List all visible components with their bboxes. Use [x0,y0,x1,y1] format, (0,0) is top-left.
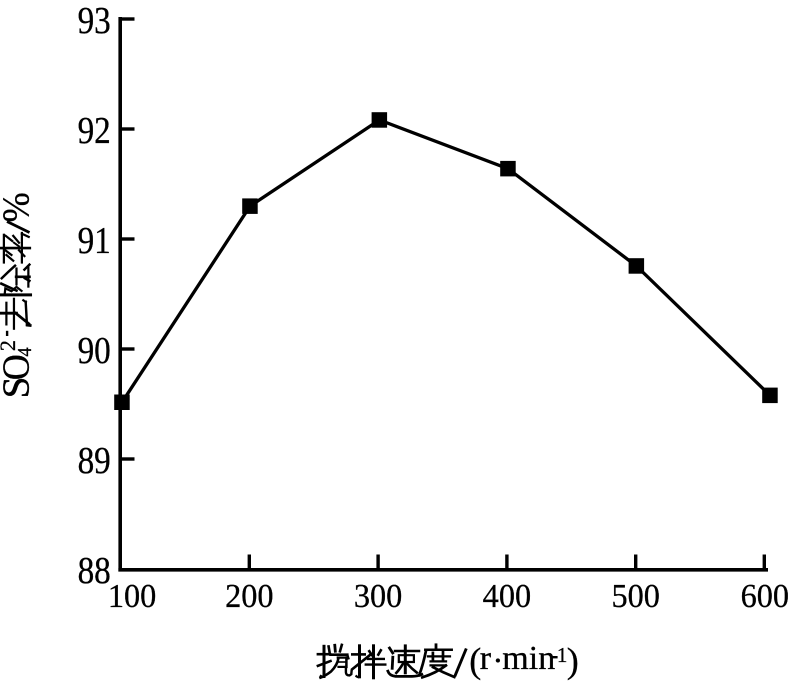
svg-text:O: O [0,354,38,380]
svg-text:min: min [502,640,555,677]
svg-text:90: 90 [78,329,111,372]
svg-text:92: 92 [78,109,111,152]
svg-text:): ) [567,641,579,681]
svg-text:%: % [0,192,38,222]
svg-text:·: · [492,643,503,680]
svg-text:500: 500 [611,577,659,615]
svg-text:200: 200 [225,577,273,615]
svg-text:600: 600 [741,577,789,615]
svg-text:88: 88 [78,549,111,592]
svg-text:89: 89 [78,439,111,482]
svg-text:2: 2 [0,340,20,351]
svg-text:300: 300 [354,577,402,615]
svg-text:100: 100 [108,577,156,615]
svg-text:(: ( [469,641,481,681]
svg-text:91: 91 [78,219,111,262]
svg-text:400: 400 [483,577,531,615]
svg-text:S: S [0,377,37,399]
svg-text:93: 93 [78,0,111,42]
svg-text:4: 4 [14,347,36,357]
svg-text:1: 1 [557,643,568,667]
svg-text:r: r [480,640,492,677]
